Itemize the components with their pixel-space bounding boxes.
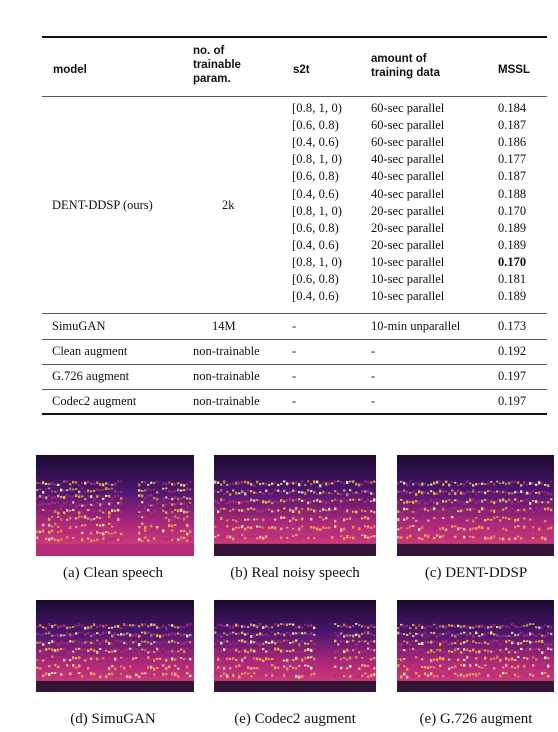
dent-s2t-cell: [0.6, 0.8): [292, 220, 339, 235]
dent-mssl-cell: 0.187: [498, 169, 527, 184]
spectrogram-image: [214, 600, 376, 692]
dent-mssl-cell: 0.189: [498, 237, 527, 252]
dent-mssl-cell: 0.186: [498, 135, 527, 150]
other-amount-cell: -: [371, 344, 376, 358]
dent-mssl-cell: 0.170: [498, 203, 527, 218]
other-s2t-cell: -: [292, 394, 297, 408]
dent-model: DENT-DDSP (ours): [52, 198, 153, 212]
dent-mssl-cell: 0.184: [498, 101, 527, 115]
other-params-cell: 14M: [212, 319, 236, 333]
other-mssl-cell: 0.197: [498, 369, 527, 383]
other-s2t-cell: -: [292, 369, 297, 383]
header-params: no. of trainable param.: [193, 45, 241, 85]
dent-s2t-cell: [0.6, 0.8): [292, 272, 339, 286]
dent-s2t-cell: [0.4, 0.6): [292, 135, 339, 150]
dent-amount-cell: 20-sec parallel: [371, 203, 445, 218]
spectrogram-image: [36, 600, 194, 692]
figure-caption: (e) Codec2 augment: [234, 711, 356, 727]
dent-amount-cell: 10-sec parallel: [371, 254, 445, 269]
other-model-cell: SimuGAN: [52, 319, 106, 333]
dent-amount-cell: 40-sec parallel: [371, 169, 445, 184]
spectrogram-image: [214, 455, 376, 556]
dent-mssl-cell: 0.177: [498, 152, 527, 167]
other-model-cell: Clean augment: [52, 344, 128, 358]
dent-mssl-cell: 0.187: [498, 118, 527, 133]
dent-s2t-cell: [0.8, 1, 0): [292, 152, 343, 167]
dent-amount-cell: 60-sec parallel: [371, 118, 445, 133]
other-amount-cell: -: [371, 369, 376, 383]
header-model: model: [53, 64, 87, 76]
dent-s2t-cell: [0.6, 0.8): [292, 169, 339, 184]
other-mssl-cell: 0.173: [498, 319, 527, 333]
dent-amount-cell: 40-sec parallel: [371, 186, 445, 201]
dent-amount-cell: 40-sec parallel: [371, 152, 445, 167]
figure-caption: (b) Real noisy speech: [230, 565, 360, 581]
other-amount-cell: -: [371, 394, 376, 408]
row-rule: [42, 364, 547, 365]
dent-s2t-cell: [0.8, 1, 0): [292, 254, 343, 269]
dent-rule: [42, 313, 547, 314]
dent-s2t-cell: [0.4, 0.6): [292, 237, 339, 252]
figure-caption: (d) SimuGAN: [70, 711, 156, 727]
other-mssl-cell: 0.192: [498, 344, 527, 358]
dent-s2t-cell: [0.4, 0.6): [292, 289, 339, 304]
spectrogram-image: [397, 600, 554, 692]
table-bottom-rule: [42, 413, 547, 415]
dent-s2t-cell: [0.8, 1, 0): [292, 101, 343, 115]
dent-s2t-cell: [0.6, 0.8): [292, 118, 339, 133]
other-model-cell: G.726 augment: [52, 369, 130, 383]
header-s2t: s2t: [293, 64, 310, 76]
other-mssl-cell: 0.197: [498, 394, 527, 408]
header-amount: amount of training data: [371, 53, 441, 79]
dent-mssl-cell: 0.189: [498, 220, 527, 235]
other-amount-cell: 10-min unparallel: [371, 319, 461, 333]
spectrogram-image: [397, 455, 554, 556]
row-rule: [42, 339, 547, 340]
dent-amount-cell: 20-sec parallel: [371, 220, 445, 235]
dent-mssl-cell: 0.188: [498, 186, 527, 201]
other-s2t-cell: -: [292, 319, 297, 333]
header-rule: [42, 96, 547, 97]
header-mssl: MSSL: [498, 64, 530, 76]
figure-caption: (a) Clean speech: [63, 565, 163, 581]
other-params-cell: non-trainable: [193, 394, 260, 408]
row-rule: [42, 389, 547, 390]
figure-caption: (c) DENT-DDSP: [424, 565, 528, 581]
dent-amount-cell: 10-sec parallel: [371, 272, 445, 286]
figure-caption: (e) G.726 augment: [419, 711, 533, 727]
spectrogram-image: [36, 455, 194, 556]
dent-amount-cell: 60-sec parallel: [371, 101, 445, 115]
dent-amount-cell: 20-sec parallel: [371, 237, 445, 252]
dent-mssl-cell: 0.170: [498, 254, 527, 269]
dent-params: 2k: [222, 198, 235, 212]
dent-s2t-cell: [0.8, 1, 0): [292, 203, 343, 218]
other-s2t-cell: -: [292, 344, 297, 358]
other-params-cell: non-trainable: [193, 369, 260, 383]
other-model-cell: Codec2 augment: [52, 394, 137, 408]
dent-amount-cell: 10-sec parallel: [371, 289, 445, 304]
dent-amount-cell: 60-sec parallel: [371, 135, 445, 150]
dent-mssl-cell: 0.189: [498, 289, 527, 304]
table-top-rule: [42, 36, 547, 38]
other-params-cell: non-trainable: [193, 344, 260, 358]
dent-s2t-cell: [0.4, 0.6): [292, 186, 339, 201]
dent-mssl-cell: 0.181: [498, 272, 527, 286]
